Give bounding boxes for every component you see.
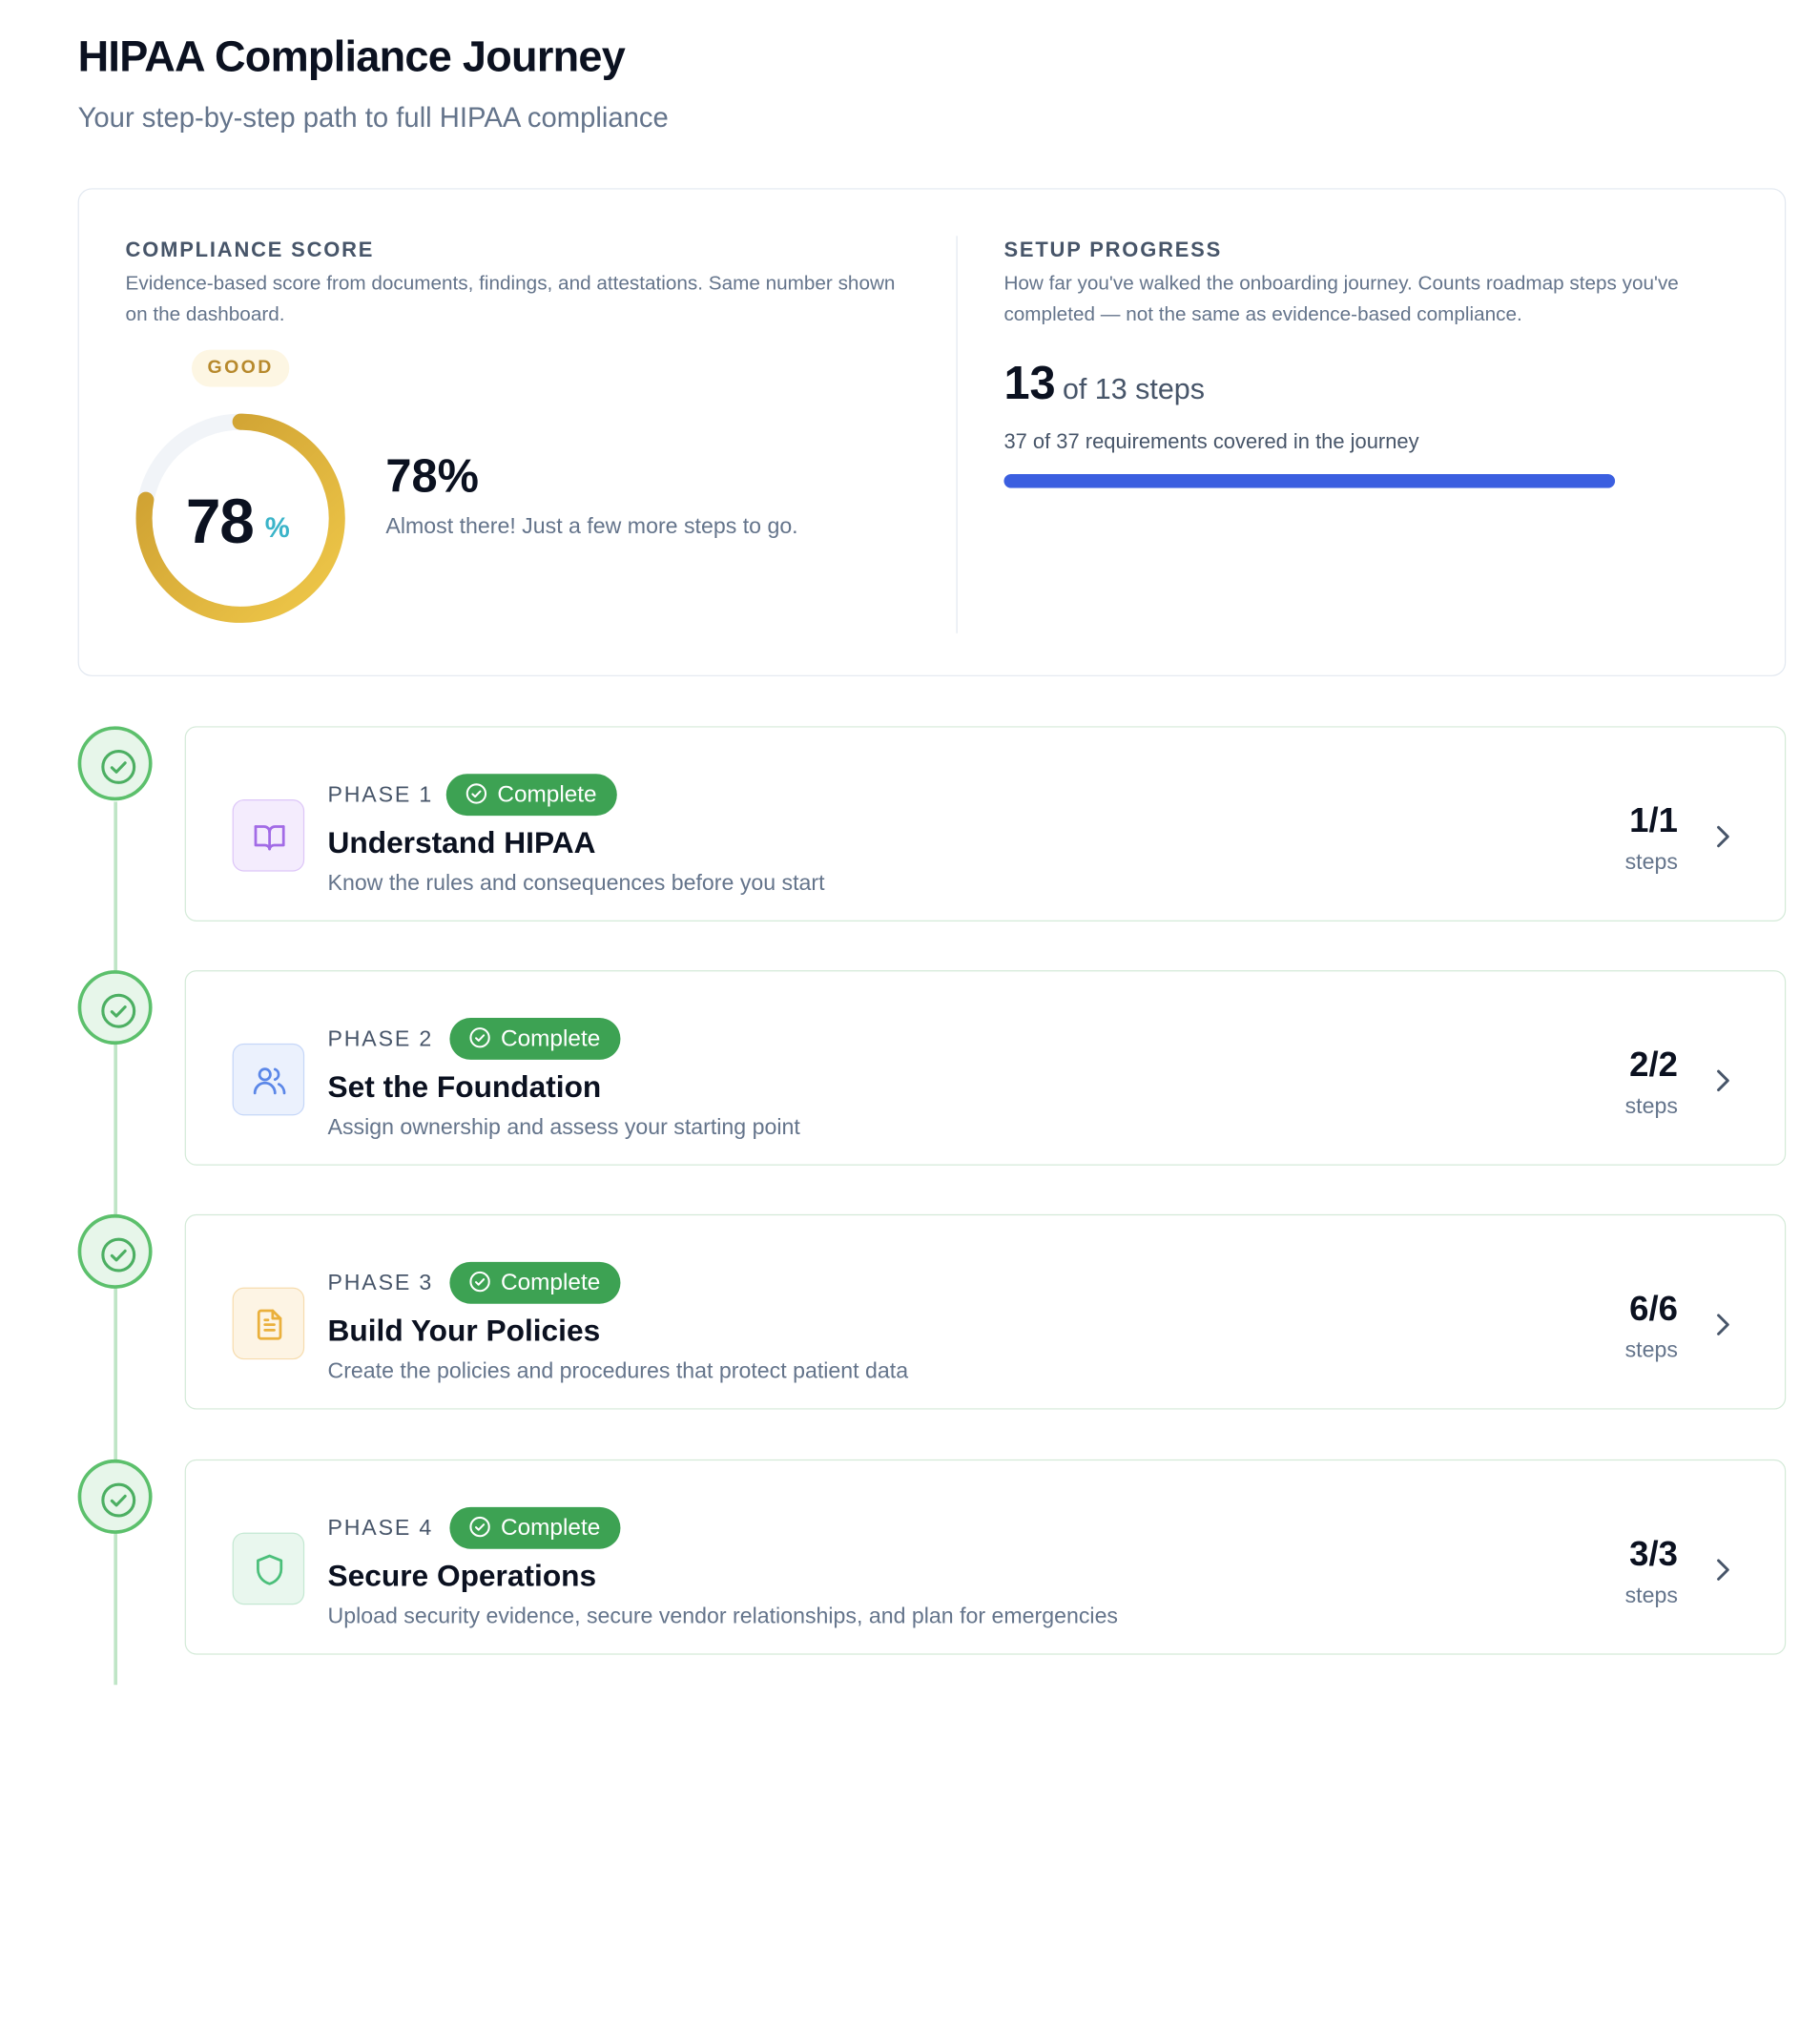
phase-step-unit: steps <box>1624 1094 1678 1120</box>
phase-title: Set the Foundation <box>327 1068 602 1105</box>
timeline-check-icon <box>77 1213 153 1289</box>
compliance-gauge <box>133 410 349 627</box>
setup-progress-label: SETUP PROGRESS <box>1003 238 1223 262</box>
timeline-check-icon <box>77 1459 153 1534</box>
gauge-ring-icon <box>135 413 345 623</box>
score-percent: 78% <box>385 450 479 503</box>
compliance-score-label: COMPLIANCE SCORE <box>125 238 375 262</box>
chevron-right-icon[interactable] <box>1715 1066 1731 1100</box>
card-divider <box>956 236 958 633</box>
phase-title: Understand HIPAA <box>327 824 596 860</box>
status-badge-label: Complete <box>501 1025 601 1052</box>
phase-step-count: 6/6 <box>1629 1290 1678 1329</box>
phase-description: Create the policies and procedures that … <box>327 1359 909 1384</box>
phase-step-unit: steps <box>1624 1584 1678 1608</box>
phase-step-count: 2/2 <box>1629 1046 1678 1085</box>
phase-step-unit: steps <box>1624 850 1678 876</box>
score-card: COMPLIANCE SCORE Evidence-based score fr… <box>77 188 1787 676</box>
phase-step-unit: steps <box>1624 1338 1678 1363</box>
steps-summary: 13 of 13 steps <box>1003 358 1205 410</box>
phase-description: Upload security evidence, secure vendor … <box>327 1605 1119 1629</box>
gauge-value: 78 <box>185 487 255 557</box>
check-circle-icon <box>469 1516 490 1538</box>
score-rating-badge: GOOD <box>191 349 290 387</box>
requirements-covered: 37 of 37 requirements covered in the jou… <box>1003 429 1419 454</box>
compliance-score-description: Evidence-based score from documents, fin… <box>125 272 896 326</box>
phase-label: PHASE 4 <box>327 1516 434 1542</box>
setup-progress-bar <box>1003 473 1616 488</box>
phase-description: Know the rules and consequences before y… <box>327 871 825 897</box>
setup-progress-header: SETUP PROGRESS How far you've walked the… <box>1003 238 1748 330</box>
score-message: Almost there! Just a few more steps to g… <box>385 514 798 540</box>
setup-progress-fill <box>1003 473 1616 488</box>
page-subtitle: Your step-by-step path to full HIPAA com… <box>77 102 669 135</box>
check-circle-icon <box>469 1027 490 1048</box>
chevron-right-icon[interactable] <box>1715 1311 1731 1344</box>
check-circle-icon <box>469 1271 490 1293</box>
phase-card-4[interactable]: PHASE 4 Complete Secure Operations Uploa… <box>184 1459 1787 1655</box>
setup-progress-description: How far you've walked the onboarding jou… <box>1003 272 1679 326</box>
status-badge: Complete <box>449 1261 620 1304</box>
phase-card-3[interactable]: PHASE 3 Complete Build Your Policies Cre… <box>184 1213 1787 1410</box>
gauge-unit: % <box>264 512 290 545</box>
chevron-right-icon[interactable] <box>1715 822 1731 856</box>
steps-done: 13 <box>1003 358 1056 409</box>
status-badge-label: Complete <box>497 781 597 808</box>
phase-label: PHASE 3 <box>327 1271 434 1296</box>
chevron-right-icon[interactable] <box>1715 1556 1731 1589</box>
phase-title: Secure Operations <box>327 1558 597 1594</box>
steps-total: of 13 steps <box>1062 373 1205 406</box>
shield-icon <box>232 1532 305 1605</box>
status-badge-label: Complete <box>501 1270 601 1296</box>
status-badge: Complete <box>449 1018 620 1060</box>
phase-label: PHASE 1 <box>327 782 434 808</box>
status-badge: Complete <box>449 1506 620 1549</box>
phase-card-2[interactable]: PHASE 2 Complete Set the Foundation Assi… <box>184 970 1787 1166</box>
gauge-arc <box>135 413 345 623</box>
phase-title: Build Your Policies <box>327 1313 601 1348</box>
timeline-check-icon <box>77 726 153 801</box>
book-icon <box>232 799 305 872</box>
status-badge: Complete <box>445 774 617 817</box>
phase-step-count: 1/1 <box>1629 801 1678 840</box>
phase-label: PHASE 2 <box>327 1026 434 1052</box>
phase-step-count: 3/3 <box>1629 1535 1678 1574</box>
phase-card-1[interactable]: PHASE 1 Complete Understand HIPAA Know t… <box>184 726 1787 921</box>
check-circle-icon <box>465 783 487 804</box>
document-icon <box>232 1287 305 1360</box>
page-title: HIPAA Compliance Journey <box>77 32 626 81</box>
status-badge-label: Complete <box>501 1515 601 1542</box>
compliance-score-header: COMPLIANCE SCORE Evidence-based score fr… <box>126 238 916 330</box>
timeline-check-icon <box>77 970 153 1046</box>
users-icon <box>232 1043 305 1116</box>
phase-description: Assign ownership and assess your startin… <box>327 1115 800 1140</box>
